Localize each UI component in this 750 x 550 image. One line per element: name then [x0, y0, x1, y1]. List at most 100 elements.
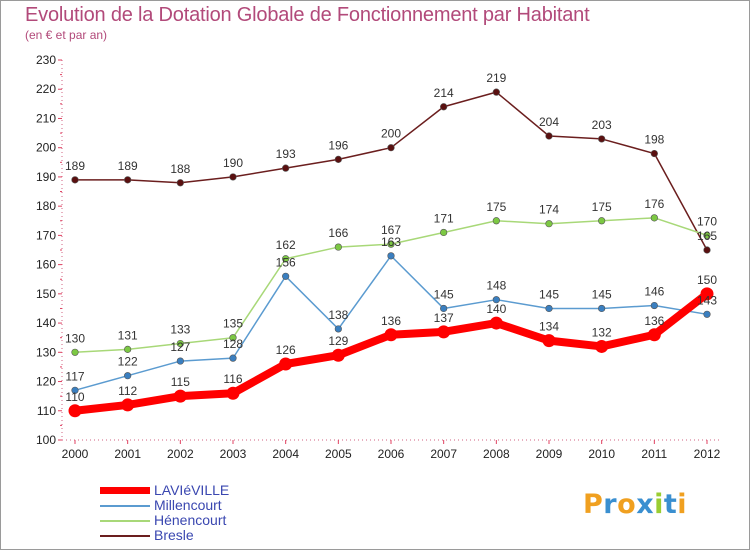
data-label: 193 [276, 147, 296, 161]
data-label: 137 [434, 311, 454, 325]
data-point [703, 310, 711, 318]
x-tick-label: 2000 [62, 447, 89, 461]
legend-label: Bresle [154, 527, 194, 543]
data-label: 110 [65, 390, 84, 404]
y-tick-label: 170 [36, 228, 56, 242]
x-tick-label: 2009 [536, 447, 563, 461]
y-tick-label: 130 [36, 345, 56, 359]
logo-letter: x [636, 489, 655, 520]
data-label: 116 [223, 372, 242, 386]
data-label: 135 [223, 317, 243, 331]
y-tick-label: 150 [36, 287, 56, 301]
data-label: 167 [381, 223, 401, 237]
data-point [176, 357, 184, 365]
data-point [229, 334, 237, 342]
data-point [492, 296, 500, 304]
data-point [387, 144, 395, 152]
y-tick-label: 220 [36, 82, 56, 96]
data-point [437, 325, 451, 339]
data-label: 171 [434, 211, 454, 225]
chart-legend: LAVIéVILLE Millencourt Hénencourt Bresle [100, 483, 229, 543]
x-tick-label: 2004 [272, 447, 299, 461]
data-label: 143 [697, 293, 717, 307]
x-tick-label: 2011 [641, 447, 667, 461]
data-label: 189 [65, 159, 85, 173]
data-point [176, 339, 184, 348]
legend-label: Hénencourt [154, 512, 227, 528]
data-label: 122 [118, 355, 138, 369]
data-point [647, 328, 661, 342]
data-point [226, 386, 240, 400]
data-label: 214 [434, 86, 454, 100]
legend-swatch [100, 534, 150, 537]
legend-swatch [100, 487, 150, 494]
data-point [598, 304, 606, 313]
data-label: 162 [276, 238, 296, 252]
y-tick-label: 230 [36, 53, 56, 67]
y-tick-label: 110 [37, 404, 56, 418]
legend-swatch [100, 504, 150, 507]
data-point [542, 334, 556, 348]
data-point [71, 176, 79, 184]
x-tick-label: 2010 [588, 447, 615, 461]
data-point [121, 398, 135, 412]
data-label: 188 [170, 162, 190, 176]
data-label: 219 [486, 71, 506, 85]
data-label: 115 [171, 375, 190, 389]
data-point [71, 386, 79, 394]
data-label: 133 [170, 323, 190, 337]
data-label: 127 [170, 340, 190, 354]
data-point [282, 272, 290, 280]
data-label: 203 [592, 118, 612, 132]
legend-label: LAVIéVILLE [154, 482, 230, 498]
data-point [492, 217, 500, 225]
data-point [124, 345, 132, 353]
data-label: 138 [328, 308, 348, 322]
data-point [440, 103, 448, 111]
data-point [545, 132, 553, 140]
data-label: 134 [539, 320, 559, 334]
data-label: 128 [223, 337, 243, 351]
data-point [387, 240, 395, 248]
logo-letter: P [583, 489, 604, 520]
data-point [124, 372, 132, 380]
data-point [650, 214, 658, 222]
data-label: 200 [381, 127, 401, 141]
data-point [124, 176, 132, 184]
data-label: 175 [592, 200, 612, 214]
data-label: 174 [539, 203, 559, 217]
logo-letter: i [654, 489, 664, 520]
data-label: 198 [644, 133, 664, 147]
legend-item: Hénencourt [100, 513, 229, 528]
data-point [384, 328, 398, 342]
data-label: 196 [328, 138, 348, 152]
data-point [489, 316, 503, 330]
data-label: 175 [486, 200, 506, 214]
x-tick-label: 2006 [378, 447, 405, 461]
data-point [700, 287, 714, 301]
data-label: 136 [644, 314, 664, 328]
data-label: 189 [118, 159, 138, 173]
data-point [229, 354, 237, 362]
data-point [71, 348, 79, 356]
data-label: 190 [223, 156, 243, 170]
data-label: 112 [118, 384, 137, 398]
proxiti-logo: Proxiti [583, 489, 687, 520]
logo-letter: i [677, 489, 688, 520]
data-point [334, 325, 342, 333]
logo-letter: o [617, 489, 637, 520]
logo-letter: t [663, 489, 678, 520]
y-tick-label: 140 [36, 316, 56, 330]
data-label: 166 [328, 226, 348, 240]
data-label: 204 [539, 115, 559, 129]
x-tick-label: 2001 [114, 447, 141, 461]
data-point [595, 339, 609, 353]
x-tick-label: 2003 [220, 447, 247, 461]
x-tick-label: 2008 [483, 447, 510, 461]
data-label: 132 [592, 325, 612, 339]
y-tick-label: 210 [36, 111, 56, 125]
legend-item: Millencourt [100, 498, 229, 513]
data-label: 145 [434, 287, 454, 301]
data-point [545, 220, 553, 228]
data-label: 148 [486, 279, 506, 293]
